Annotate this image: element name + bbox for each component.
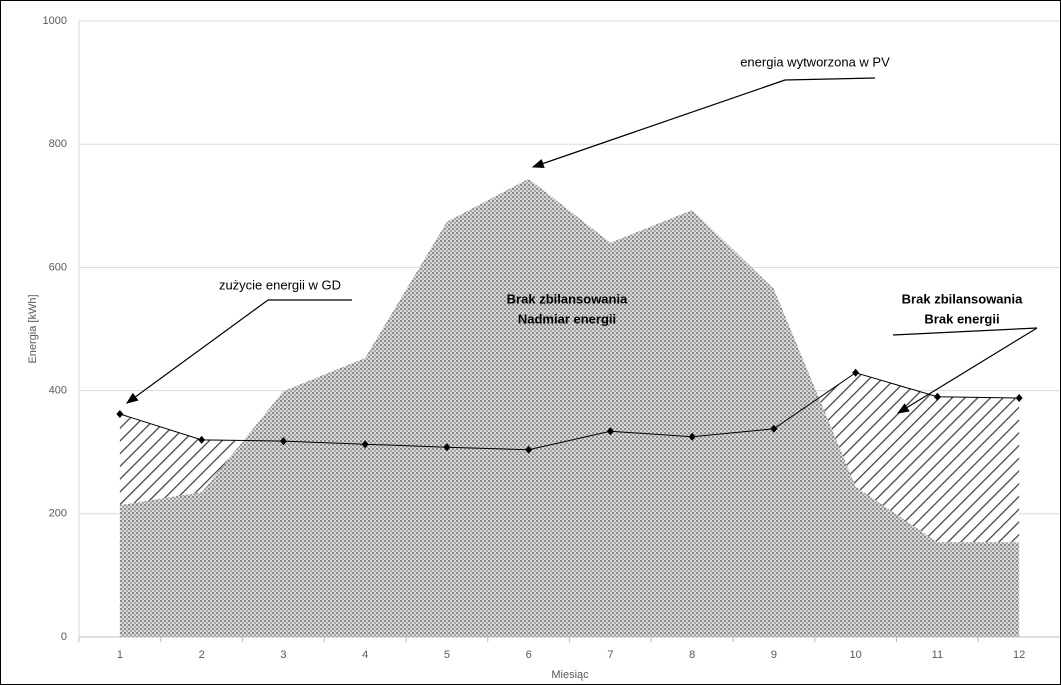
marker (1015, 393, 1023, 402)
marker (116, 410, 124, 419)
x-tick-label: 10 (850, 649, 862, 661)
x-tick-label: 7 (607, 649, 613, 661)
marker (361, 440, 369, 449)
x-axis-label: Miesiąc (551, 669, 589, 681)
x-tick-label: 5 (444, 649, 450, 661)
marker (606, 427, 614, 436)
annotation: Brak zbilansowania (902, 291, 1023, 306)
marker (770, 424, 778, 433)
marker (933, 392, 941, 401)
annotation: zużycie energii w GD (219, 277, 341, 292)
x-tick-label: 6 (526, 649, 532, 661)
annotation-lines (126, 77, 1038, 414)
y-tick-label: 1000 (43, 15, 67, 27)
marker (279, 437, 287, 446)
y-axis-label: Energia [kWh] (27, 294, 39, 363)
x-tick-label: 4 (362, 649, 368, 661)
x-tick-label: 9 (771, 649, 777, 661)
consumption-line (119, 372, 1020, 451)
plot (79, 178, 1060, 638)
x-tick-label: 3 (280, 649, 286, 661)
y-tick-label: 0 (61, 631, 67, 643)
marker (688, 432, 696, 441)
marker (443, 443, 451, 452)
x-tick-label: 12 (1013, 649, 1025, 661)
x-tick-label: 2 (199, 649, 205, 661)
marker (198, 435, 206, 444)
marker (852, 368, 860, 377)
x-tick-label: 1 (117, 649, 123, 661)
x-tick-label: 8 (689, 649, 695, 661)
y-tick-label: 800 (49, 138, 67, 150)
annotation: energia wytworzona w PV (740, 54, 890, 69)
annotation: Brak zbilansowania (507, 291, 628, 306)
x-tick-label: 11 (932, 649, 943, 661)
y-tick-label: 200 (49, 508, 67, 520)
marker (525, 445, 533, 454)
annotation: Brak energii (924, 311, 999, 326)
pv-area (119, 178, 1020, 638)
annotation: Nadmiar energii (518, 311, 616, 326)
y-tick-label: 400 (49, 385, 67, 397)
y-tick-label: 600 (49, 261, 67, 273)
